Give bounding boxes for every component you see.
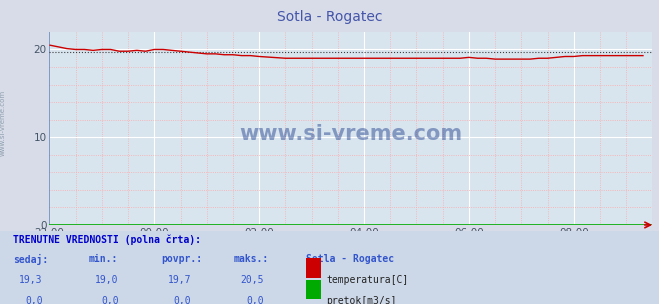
Text: 20,5: 20,5 bbox=[240, 275, 264, 285]
Text: 19,0: 19,0 bbox=[95, 275, 119, 285]
Text: TRENUTNE VREDNOSTI (polna črta):: TRENUTNE VREDNOSTI (polna črta): bbox=[13, 234, 201, 245]
Text: sedaj:: sedaj: bbox=[13, 254, 48, 265]
Text: povpr.:: povpr.: bbox=[161, 254, 202, 264]
Text: Sotla - Rogatec: Sotla - Rogatec bbox=[277, 10, 382, 24]
Text: Sotla - Rogatec: Sotla - Rogatec bbox=[306, 254, 395, 264]
Text: 19,3: 19,3 bbox=[19, 275, 43, 285]
Text: 0,0: 0,0 bbox=[173, 296, 191, 304]
Text: 0,0: 0,0 bbox=[101, 296, 119, 304]
Text: www.si-vreme.com: www.si-vreme.com bbox=[239, 124, 463, 144]
Text: min.:: min.: bbox=[89, 254, 119, 264]
Text: www.si-vreme.com: www.si-vreme.com bbox=[0, 90, 6, 156]
Text: 0,0: 0,0 bbox=[25, 296, 43, 304]
Text: pretok[m3/s]: pretok[m3/s] bbox=[326, 296, 397, 304]
Text: 19,7: 19,7 bbox=[167, 275, 191, 285]
Text: 0,0: 0,0 bbox=[246, 296, 264, 304]
Text: maks.:: maks.: bbox=[234, 254, 269, 264]
Text: temperatura[C]: temperatura[C] bbox=[326, 275, 409, 285]
